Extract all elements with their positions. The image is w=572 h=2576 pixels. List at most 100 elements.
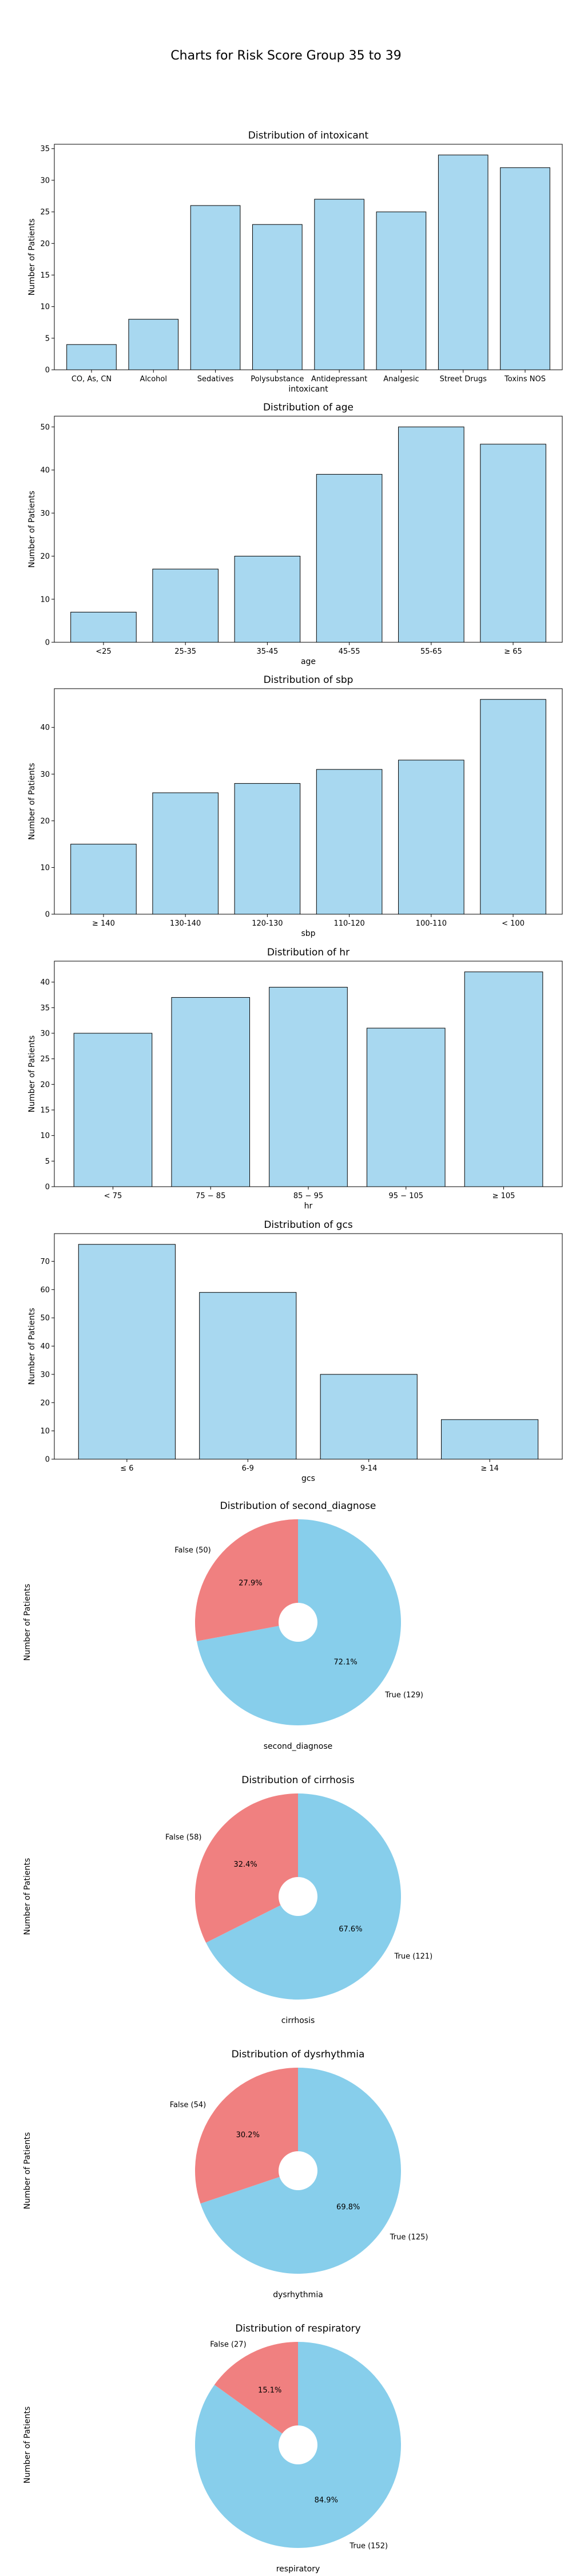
pie-percent: 27.9% <box>239 1579 262 1587</box>
chart-title: Distribution of hr <box>267 947 349 958</box>
pie-percent: 67.6% <box>339 1925 362 1934</box>
x-tick-label: 100-110 <box>416 919 447 928</box>
chart-title: Distribution of sbp <box>264 674 353 686</box>
x-tick-label: CO, As, CN <box>72 375 112 384</box>
chart-2: Distribution of sbp 0 10 20 30 40 ≥ 140 130-140… <box>27 674 563 938</box>
chart-title: Distribution of dysrhythmia <box>232 2049 365 2060</box>
chart-3: Distribution of hr 0 5 10 15 20 25 30 35 40 < 75 75… <box>27 947 563 1211</box>
plot-frame <box>54 688 563 915</box>
y-tick-label: 70 <box>40 1258 50 1266</box>
bar <box>171 997 251 1187</box>
pie-percent: 72.1% <box>333 1658 357 1667</box>
bar <box>480 699 546 915</box>
y-axis-label: Number of Patients <box>27 219 37 296</box>
bar <box>234 556 301 643</box>
pie-slice <box>214 2342 298 2445</box>
y-tick-label: 40 <box>40 724 50 732</box>
bar <box>199 1292 297 1460</box>
pie-slice <box>195 2068 298 2204</box>
x-tick-label: Street Drugs <box>440 375 487 384</box>
x-tick-label: Toxins NOS <box>504 375 546 384</box>
y-tick-label: 0 <box>45 911 50 919</box>
bar <box>269 987 348 1187</box>
pie-label: True (121) <box>394 1952 433 1961</box>
y-tick-label: 35 <box>40 145 50 153</box>
chart-1: Distribution of age 0 10 20 30 40 50 <25 25-35 35… <box>27 402 563 666</box>
bar <box>152 568 219 643</box>
chart-title: Distribution of cirrhosis <box>241 1775 355 1786</box>
bar <box>438 155 488 370</box>
y-axis-label: Number of Patients <box>23 2132 32 2210</box>
pie-slice <box>194 1793 298 1943</box>
figure-title: Charts for Risk Score Group 35 to 39 <box>170 49 401 63</box>
x-tick-label: Alcohol <box>140 375 167 384</box>
y-tick-label: 30 <box>40 509 50 518</box>
pie-center-hole <box>279 2425 317 2464</box>
x-tick-label: <25 <box>96 647 111 656</box>
x-axis-label: gcs <box>301 1474 315 1483</box>
y-tick-label: 0 <box>45 1456 50 1464</box>
bar <box>314 199 364 370</box>
y-tick-label: 50 <box>40 423 50 432</box>
bar <box>78 1244 176 1460</box>
pie-percent: 84.9% <box>315 2496 338 2505</box>
y-tick-label: 20 <box>40 1399 50 1408</box>
bar <box>398 760 464 915</box>
bar <box>252 224 303 370</box>
pie-percent: 69.8% <box>336 2203 360 2212</box>
y-tick-label: 10 <box>40 595 50 604</box>
x-tick-label: ≥ 14 <box>480 1464 499 1473</box>
x-axis-label: respiratory <box>276 2565 320 2574</box>
y-axis-label: Number of Patients <box>27 763 37 840</box>
chart-6: Distribution of cirrhosis True (121) 67.6%… <box>23 1775 432 2025</box>
x-tick-label: 130-140 <box>170 919 201 928</box>
x-tick-label: ≥ 65 <box>504 647 522 656</box>
x-tick-label: 95 − 105 <box>389 1192 424 1200</box>
y-axis-label: Number of Patients <box>27 491 37 568</box>
x-tick-label: ≤ 6 <box>120 1464 133 1473</box>
x-axis-label: sbp <box>301 929 315 938</box>
pie-center-hole <box>279 1877 317 1916</box>
x-tick-label: 25-35 <box>174 647 196 656</box>
x-tick-label: < 100 <box>502 919 525 928</box>
bar <box>66 344 117 370</box>
x-axis-label: second_diagnose <box>264 1742 333 1751</box>
plot-frame <box>54 416 563 643</box>
y-tick-label: 30 <box>40 1029 50 1038</box>
x-axis-label: cirrhosis <box>281 2016 315 2025</box>
chart-title: Distribution of age <box>263 402 353 413</box>
y-tick-label: 25 <box>40 1055 50 1064</box>
bar <box>234 783 301 915</box>
bar <box>441 1419 539 1460</box>
bar <box>320 1374 418 1460</box>
x-tick-label: Polysubstance <box>251 375 304 384</box>
x-tick-label: Sedatives <box>197 375 234 384</box>
y-tick-label: 0 <box>45 1183 50 1192</box>
pie-label: False (54) <box>170 2101 206 2109</box>
y-tick-label: 30 <box>40 176 50 185</box>
pie-label: True (152) <box>349 2542 388 2551</box>
chart-5: Distribution of second_diagnose True (129… <box>23 1500 423 1751</box>
chart-7: Distribution of dysrhythmia True (125) 69.… <box>23 2049 428 2300</box>
bar <box>398 426 464 643</box>
x-tick-label: 9-14 <box>360 1464 378 1473</box>
pie-label: True (125) <box>390 2233 428 2242</box>
chart-8: Distribution of respiratory True (152) 84.… <box>23 2323 402 2574</box>
bar <box>73 1033 153 1187</box>
bar <box>152 792 219 915</box>
chart-4: Distribution of gcs 0 10 20 30 40 50 60 70 ≤ 6 6-9… <box>27 1219 563 1483</box>
y-tick-label: 0 <box>45 639 50 647</box>
pie-label: False (58) <box>165 1834 201 1842</box>
pie-slice <box>194 1519 298 1641</box>
y-axis-label: Number of Patients <box>27 1308 37 1385</box>
pie-percent: 32.4% <box>233 1860 257 1869</box>
y-tick-label: 25 <box>40 208 50 217</box>
y-tick-label: 5 <box>45 1157 50 1166</box>
pie-percent: 15.1% <box>258 2386 281 2395</box>
bar <box>70 844 137 915</box>
chart-0: Distribution of intoxicant 0 5 10 15 20 25 30 35… <box>27 130 563 394</box>
y-axis-label: Number of Patients <box>27 1036 37 1113</box>
y-tick-label: 60 <box>40 1286 50 1294</box>
x-tick-label: 85 − 95 <box>293 1192 323 1200</box>
